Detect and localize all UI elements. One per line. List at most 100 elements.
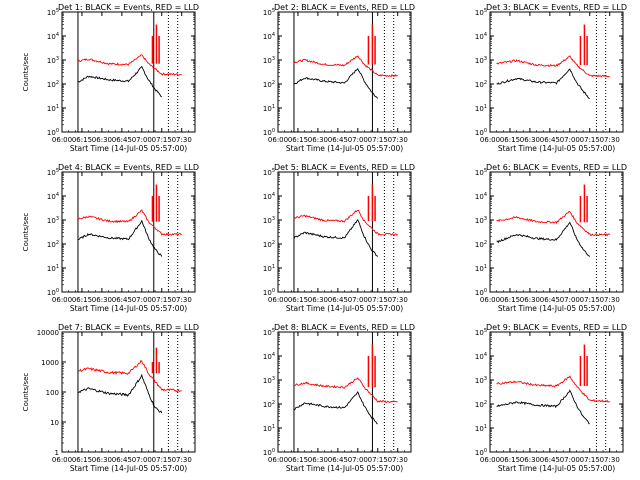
chart-title: Det 5: BLACK = Events, RED = LLD [274,163,415,172]
y-tick-exponent: 0 [272,288,275,294]
y-tick-exponent: 4 [56,192,59,198]
y-tick-label: 105 [47,8,59,17]
x-tick-label: 06:45 [328,456,348,464]
y-tick-label: 101 [47,104,59,113]
y-tick-exponent: 5 [56,168,59,174]
x-axis-label: Start Time (14-Jul-05 05:57:00) [70,464,187,473]
y-tick-exponent: 4 [484,32,487,38]
x-tick-label: 06:15 [288,296,308,304]
series-line-events [293,219,379,257]
plot-frame [61,11,196,133]
series-line-lld [77,54,182,76]
chart-title: Det 8: BLACK = Events, RED = LLD [274,323,415,332]
y-tick-label: 103 [475,56,487,65]
plot-frame [277,11,412,133]
y-tick-exponent: 0 [56,288,59,294]
x-tick-label: 06:15 [288,136,308,144]
x-tick-label: 07:30 [600,456,620,464]
chart-title: Det 1: BLACK = Events, RED = LLD [58,3,199,12]
x-tick-label: 06:45 [112,456,132,464]
y-tick-exponent: 3 [272,56,275,62]
y-tick-label: 102 [47,240,59,249]
y-tick-label: 101 [47,264,59,273]
series-line-events [77,219,163,257]
x-tick-label: 07:15 [152,296,172,304]
y-tick-label: 101 [475,104,487,113]
y-tick-exponent: 4 [484,192,487,198]
x-tick-label: 07:15 [152,456,172,464]
y-tick-label: 101 [263,104,275,113]
series-line-lld [293,55,398,78]
x-tick-label: 07:00 [560,296,580,304]
chart-panel-6: Det 6: BLACK = Events, RED = LLD10010110… [475,163,627,313]
y-tick-exponent: 1 [484,104,487,110]
y-tick-exponent: 2 [272,400,275,406]
y-tick-exponent: 1 [56,104,59,110]
x-tick-label: 06:15 [72,456,92,464]
plot-frame [61,331,196,453]
y-tick-exponent: 0 [484,448,487,454]
y-tick-label: 101 [263,264,275,273]
y-tick-exponent: 0 [56,128,59,134]
x-tick-label: 07:00 [348,296,368,304]
series-line-events [293,390,378,425]
y-tick-label: 102 [475,400,487,409]
y-tick-label: 103 [47,56,59,65]
y-tick-label: 100 [263,288,275,297]
x-axis-label: Start Time (14-Jul-05 05:57:00) [286,144,403,153]
y-tick-exponent: 4 [272,32,275,38]
y-tick-label: 101 [263,424,275,433]
y-tick-exponent: 5 [272,328,275,334]
x-tick-label: 06:00 [52,296,72,304]
x-tick-label: 07:00 [348,456,368,464]
y-tick-exponent: 0 [272,448,275,454]
x-tick-label: 06:30 [308,296,328,304]
y-tick-label: 1000 [41,359,59,367]
y-tick-exponent: 5 [56,8,59,14]
y-tick-label: 100 [475,448,487,457]
y-tick-exponent: 2 [272,80,275,86]
x-tick-label: 06:30 [92,456,112,464]
y-tick-exponent: 5 [484,8,487,14]
series-line-lld [77,359,182,393]
y-tick-label: 102 [475,80,487,89]
y-tick-exponent: 5 [484,328,487,334]
x-tick-label: 06:15 [288,456,308,464]
x-tick-label: 07:30 [172,296,192,304]
series-line-events [77,373,163,414]
series-line-events [496,221,591,257]
y-tick-label: 101 [475,264,487,273]
y-axis-label: Counts/sec [22,373,30,412]
x-tick-label: 06:00 [268,296,288,304]
chart-title: Det 2: BLACK = Events, RED = LLD [274,3,415,12]
y-tick-label: 105 [475,8,487,17]
y-tick-label: 100 [475,128,487,137]
y-tick-exponent: 5 [272,8,275,14]
y-tick-exponent: 4 [484,352,487,358]
x-axis-label: Start Time (14-Jul-05 05:57:00) [498,464,615,473]
plot-frame [489,331,624,453]
y-tick-exponent: 4 [56,32,59,38]
y-tick-label: 100 [46,389,59,397]
series-line-lld [496,375,610,403]
x-tick-label: 06:30 [92,136,112,144]
y-tick-exponent: 2 [484,80,487,86]
y-tick-exponent: 1 [272,264,275,270]
chart-title: Det 4: BLACK = Events, RED = LLD [58,163,199,172]
x-tick-label: 06:30 [308,456,328,464]
x-tick-label: 07:15 [368,296,388,304]
x-tick-label: 06:15 [500,136,520,144]
y-tick-label: 100 [263,448,275,457]
y-tick-label: 104 [263,352,275,361]
y-tick-label: 105 [263,168,275,177]
y-tick-exponent: 2 [484,240,487,246]
y-tick-label: 103 [263,216,275,225]
chart-title: Det 9: BLACK = Events, RED = LLD [486,323,627,332]
y-tick-exponent: 5 [484,168,487,174]
y-tick-label: 100 [47,288,59,297]
y-tick-exponent: 3 [56,56,59,62]
y-tick-label: 103 [47,216,59,225]
x-tick-label: 06:15 [500,456,520,464]
x-tick-label: 06:00 [268,456,288,464]
x-tick-label: 06:45 [328,136,348,144]
